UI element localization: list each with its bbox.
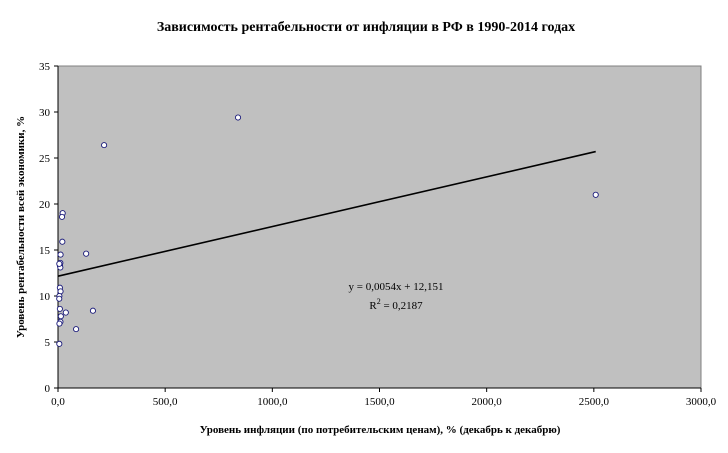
data-point bbox=[56, 305, 63, 312]
data-point bbox=[592, 191, 599, 198]
x-tick-label: 500,0 bbox=[153, 396, 178, 408]
r-squared-r: R bbox=[369, 300, 377, 312]
x-axis: 0,0 500,0 1000,0 1500,0 2000,0 2500,0 3000,0 bbox=[51, 387, 717, 408]
y-tick-label: 10 bbox=[39, 291, 51, 303]
data-point bbox=[56, 320, 63, 327]
data-point bbox=[234, 114, 242, 121]
data-point bbox=[59, 238, 66, 245]
x-tick-label: 1000,0 bbox=[257, 396, 288, 408]
data-point bbox=[56, 295, 63, 302]
y-tick-label: 5 bbox=[45, 337, 51, 349]
data-points bbox=[56, 114, 599, 347]
data-point bbox=[62, 309, 69, 316]
trendline-equation: y = 0,0054x + 12,151 bbox=[349, 281, 444, 293]
data-point bbox=[56, 340, 63, 347]
x-tick-label: 2000,0 bbox=[472, 396, 503, 408]
y-tick-label: 25 bbox=[39, 153, 51, 165]
data-point bbox=[89, 307, 96, 314]
plot-area bbox=[57, 65, 702, 389]
trendline bbox=[57, 150, 596, 277]
data-point bbox=[58, 213, 66, 220]
y-axis: 0 5 10 15 20 25 30 35 bbox=[39, 61, 59, 395]
data-point bbox=[57, 313, 64, 320]
r-squared-value: = 0,2187 bbox=[381, 300, 423, 312]
y-tick-label: 20 bbox=[39, 199, 51, 211]
r-squared-power: 2 bbox=[377, 297, 381, 306]
x-axis-title: Уровень инфляции (по потребительским цен… bbox=[200, 424, 561, 436]
x-tick-label: 3000,0 bbox=[686, 396, 717, 408]
y-tick-label: 0 bbox=[45, 383, 51, 395]
x-tick-label: 1500,0 bbox=[364, 396, 395, 408]
x-tick-label: 2500,0 bbox=[579, 396, 610, 408]
data-point bbox=[101, 142, 108, 149]
x-tick-label: 0,0 bbox=[51, 396, 65, 408]
y-axis-title: Уровень рентабельности всей экономики, % bbox=[15, 116, 27, 338]
chart-title: Зависимость рентабельности от инфляции в… bbox=[157, 20, 575, 35]
data-point bbox=[83, 250, 90, 257]
data-point bbox=[56, 260, 63, 267]
y-tick-label: 30 bbox=[39, 107, 51, 119]
trendline-r-squared: R2 = 0,2187 bbox=[369, 297, 423, 312]
data-point bbox=[73, 326, 80, 333]
data-point bbox=[57, 251, 64, 258]
trendline-layer bbox=[57, 150, 596, 277]
y-tick-label: 35 bbox=[39, 61, 51, 73]
y-tick-label: 15 bbox=[39, 245, 51, 257]
